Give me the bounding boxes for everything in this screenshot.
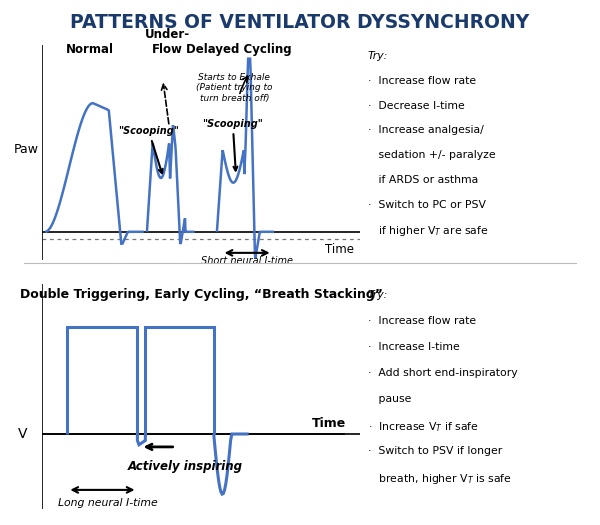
Text: Normal: Normal [66,44,114,56]
Text: Starts to Exhale
(Patient trying to
turn breath off): Starts to Exhale (Patient trying to turn… [196,72,272,102]
Text: "Scooping": "Scooping" [202,119,263,171]
Text: sedation +/- paralyze: sedation +/- paralyze [368,150,495,160]
Text: Long neural I-time: Long neural I-time [58,499,158,509]
Text: Paw: Paw [14,143,38,156]
Text: Delayed Cycling: Delayed Cycling [187,44,292,56]
Text: ·  Increase flow rate: · Increase flow rate [368,76,476,86]
Text: Time: Time [313,417,347,430]
Text: Double Triggering, Early Cycling, “Breath Stacking”: Double Triggering, Early Cycling, “Breat… [20,288,382,301]
Text: ·  Add short end-inspiratory: · Add short end-inspiratory [368,368,517,378]
Text: ·  Increase analgesia/: · Increase analgesia/ [368,125,484,135]
Text: Try:: Try: [368,290,388,300]
Text: "Scooping": "Scooping" [118,125,179,173]
Text: ·  Decrease I-time: · Decrease I-time [368,101,464,111]
Text: Time: Time [325,244,353,257]
Text: Short neural I-time: Short neural I-time [201,256,293,266]
Text: PATTERNS OF VENTILATOR DYSSYNCHRONY: PATTERNS OF VENTILATOR DYSSYNCHRONY [70,13,530,32]
Text: pause: pause [368,394,411,404]
Text: V: V [18,427,28,441]
Text: ·  Increase V$_T$ if safe: · Increase V$_T$ if safe [368,420,478,434]
Text: if ARDS or asthma: if ARDS or asthma [368,175,478,185]
Text: ·  Switch to PSV if longer: · Switch to PSV if longer [368,446,502,456]
Text: Try:: Try: [368,51,388,61]
Text: ·  Increase flow rate: · Increase flow rate [368,316,476,326]
Text: breath, higher V$_T$ is safe: breath, higher V$_T$ is safe [368,472,512,486]
Text: if higher V$_T$ are safe: if higher V$_T$ are safe [368,224,488,238]
Text: Under-
Flow: Under- Flow [145,28,190,56]
Text: Actively inspiring: Actively inspiring [128,460,242,473]
Text: ·  Switch to PC or PSV: · Switch to PC or PSV [368,200,485,209]
Text: ·  Increase I-time: · Increase I-time [368,342,460,352]
